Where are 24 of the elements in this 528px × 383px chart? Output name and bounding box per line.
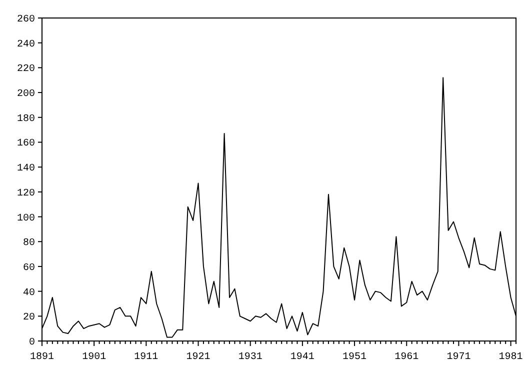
- y-tick-label: 260: [16, 14, 35, 26]
- x-tick-label: 1931: [238, 352, 262, 363]
- y-tick-label: 60: [22, 262, 35, 274]
- x-tick-label: 1891: [30, 352, 54, 363]
- x-tick-label: 1961: [394, 352, 419, 363]
- x-tick-label: 1971: [446, 352, 471, 363]
- y-tick-label: 180: [16, 114, 35, 125]
- x-tick-label: 1941: [290, 352, 314, 363]
- y-tick-label: 100: [16, 213, 35, 224]
- x-tick-label: 1911: [134, 352, 158, 363]
- y-tick-label: 120: [16, 188, 35, 200]
- y-tick-label: 140: [16, 164, 35, 175]
- y-tick-label: 220: [16, 64, 35, 76]
- y-tick-label: 0: [28, 338, 35, 348]
- x-tick-label: 1921: [186, 352, 210, 363]
- y-tick-label: 240: [16, 39, 35, 50]
- y-tick-label: 40: [22, 288, 35, 299]
- y-tick-label: 200: [16, 89, 35, 100]
- x-tick-label: 1981: [498, 352, 523, 363]
- y-tick-label: 160: [16, 138, 35, 150]
- y-tick-label: 80: [22, 238, 35, 250]
- y-tick-label: 20: [22, 312, 35, 324]
- x-tick-label: 1951: [342, 352, 367, 363]
- x-tick-label: 1901: [82, 352, 106, 363]
